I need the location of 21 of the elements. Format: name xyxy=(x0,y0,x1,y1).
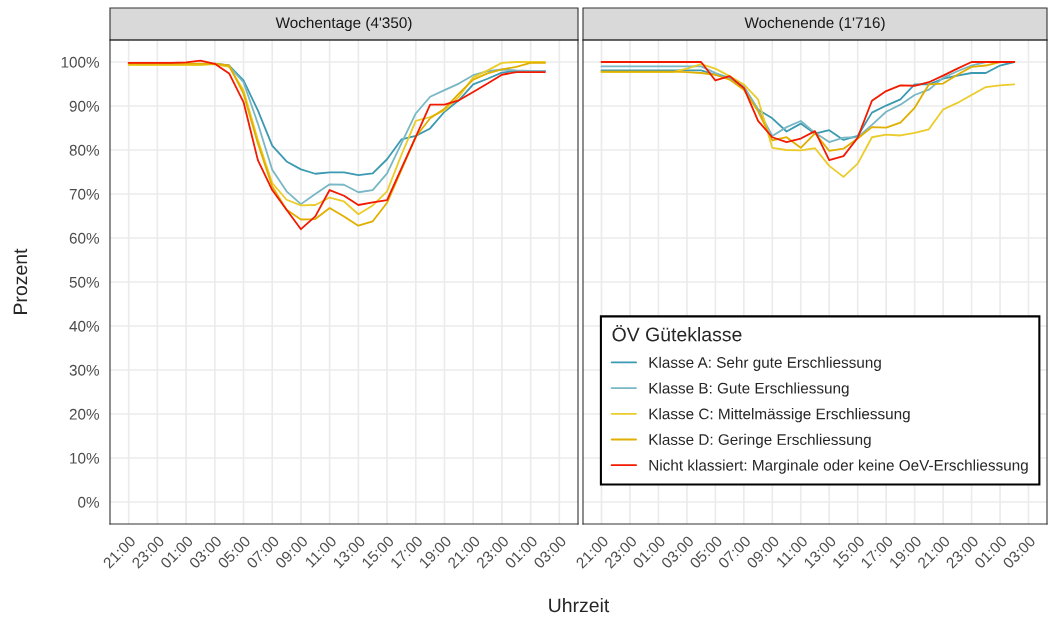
y-tick-label: 10% xyxy=(70,452,100,464)
legend-title: ÖV Güteklasse xyxy=(612,324,742,342)
legend-label: Nicht klassiert: Marginale oder keine OeV-Erschliessung xyxy=(649,459,1028,474)
y-tick-label: 80% xyxy=(69,144,100,156)
y-tick-label: 70% xyxy=(69,188,100,200)
y-tick-label: 30% xyxy=(69,364,100,376)
y-tick-label: 50% xyxy=(69,276,100,288)
x-axis-title: Uhrzeit xyxy=(549,597,610,613)
legend-label: Klasse D: Geringe Erschliessung xyxy=(649,433,871,449)
y-tick-label: 20% xyxy=(69,408,100,420)
y-tick-label: 40% xyxy=(69,320,100,332)
legend-label: Klasse C: Mittelmässige Erschliessung xyxy=(649,408,910,423)
y-tick-label: 0% xyxy=(78,496,100,508)
chart-title: Wochentage (4'350) xyxy=(275,16,412,32)
legend-label: Klasse B: Gute Erschliessung xyxy=(649,382,849,397)
y-tick-label: 60% xyxy=(69,232,100,244)
y-tick-label: 90% xyxy=(69,100,100,112)
y-tick-label: 100% xyxy=(61,56,100,68)
chart-title: Wochenende (1'716) xyxy=(744,16,885,32)
y-axis-title: Prozent xyxy=(13,248,28,314)
legend-label: Klasse A: Sehr gute Erschliessung xyxy=(649,356,881,371)
